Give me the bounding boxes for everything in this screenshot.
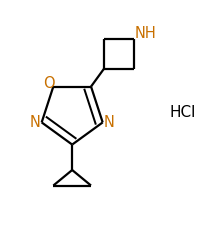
Text: O: O [43, 76, 54, 91]
Text: NH: NH [135, 26, 157, 41]
Text: N: N [30, 115, 41, 130]
Text: HCl: HCl [170, 105, 196, 120]
Text: N: N [103, 115, 114, 130]
